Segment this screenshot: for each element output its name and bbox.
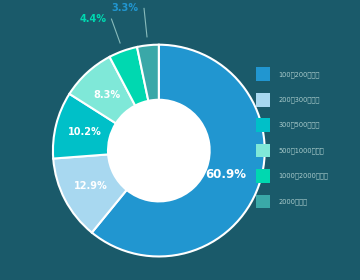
Wedge shape — [53, 154, 127, 233]
Bar — [256, 93, 270, 107]
Text: 200～300株未満: 200～300株未満 — [279, 97, 320, 103]
Bar — [256, 118, 270, 132]
Bar — [256, 169, 270, 183]
Text: 1000～2000株未満: 1000～2000株未満 — [279, 173, 328, 179]
Wedge shape — [53, 94, 116, 158]
Text: 4.4%: 4.4% — [79, 14, 106, 24]
Bar — [256, 195, 270, 208]
Wedge shape — [137, 45, 159, 101]
Text: 3.3%: 3.3% — [112, 3, 139, 13]
Text: 500～1000株未満: 500～1000株未満 — [279, 147, 324, 154]
Text: 300～500株未満: 300～500株未満 — [279, 122, 320, 129]
Bar — [256, 67, 270, 81]
Text: 8.3%: 8.3% — [94, 90, 121, 99]
Wedge shape — [92, 45, 265, 256]
Wedge shape — [109, 47, 148, 106]
Circle shape — [108, 100, 210, 201]
Text: 60.9%: 60.9% — [205, 168, 246, 181]
Text: 2000株以上: 2000株以上 — [279, 198, 307, 205]
Wedge shape — [69, 57, 135, 123]
Text: 10.2%: 10.2% — [68, 127, 102, 137]
Bar — [256, 144, 270, 157]
Text: 12.9%: 12.9% — [75, 181, 108, 191]
Text: 100～200株未満: 100～200株未満 — [279, 71, 320, 78]
